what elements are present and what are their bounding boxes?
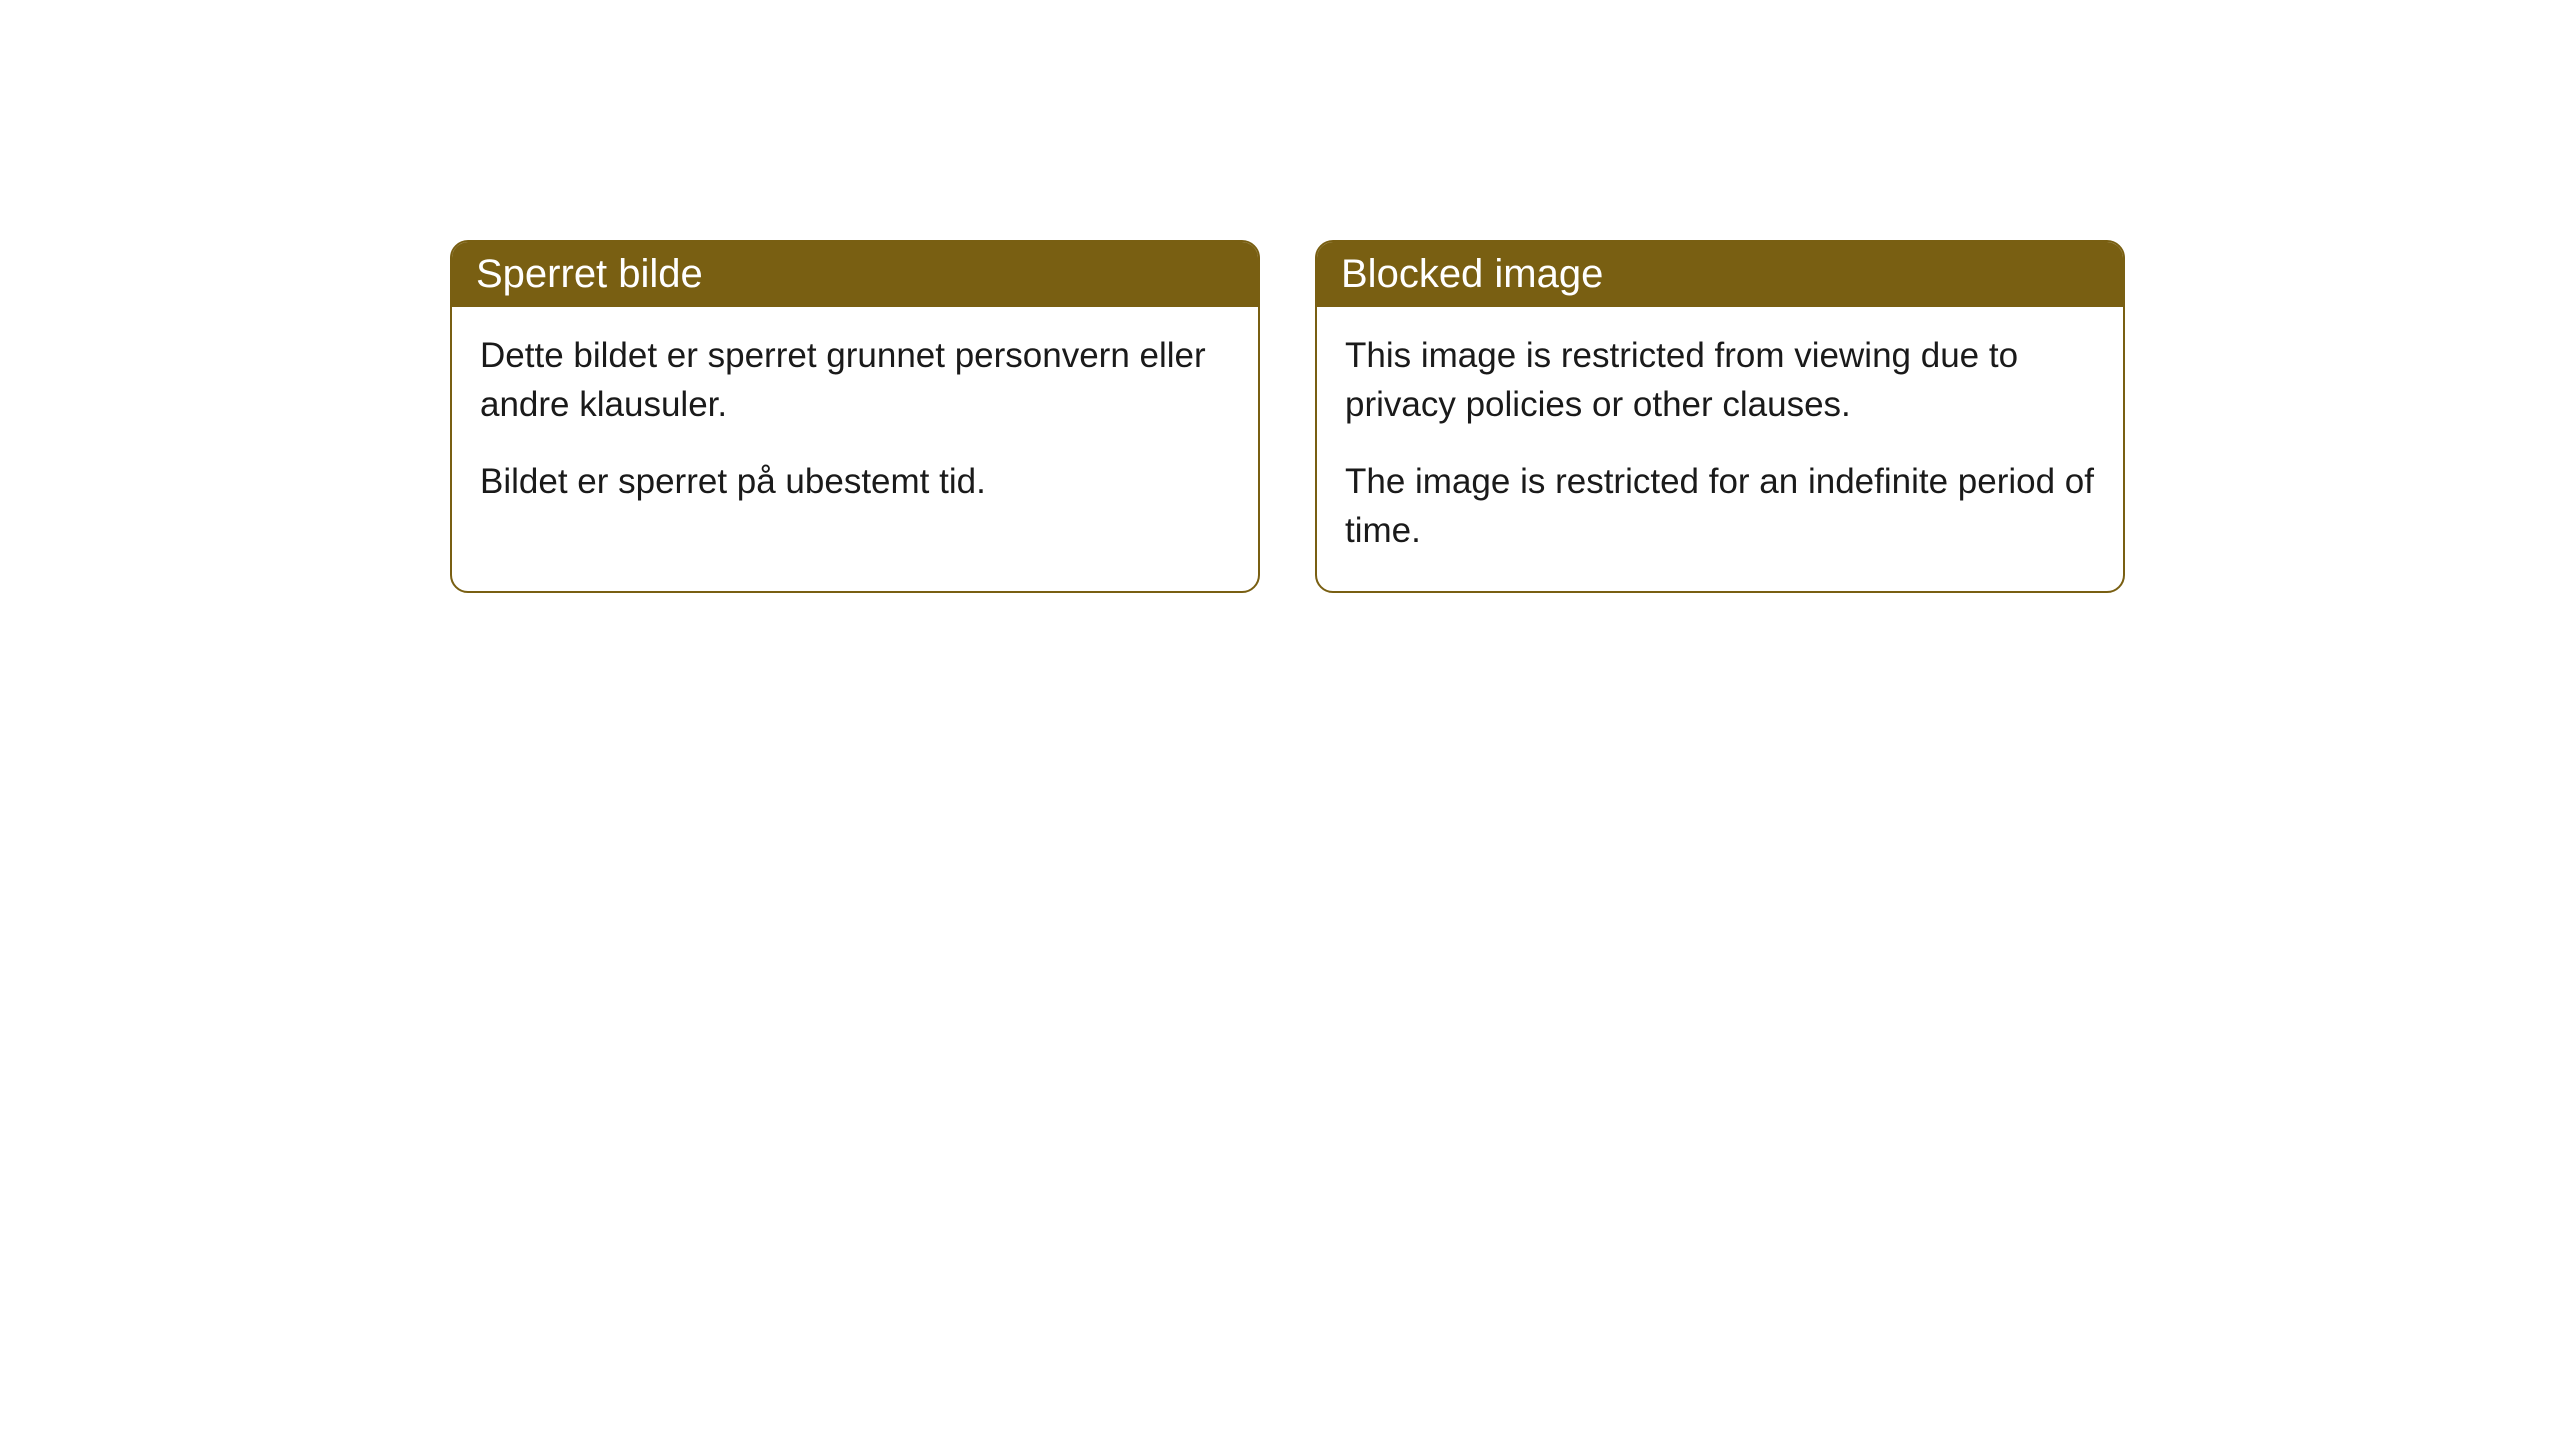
- blocked-image-card-english: Blocked image This image is restricted f…: [1315, 240, 2125, 593]
- card-paragraph: Dette bildet er sperret grunnet personve…: [480, 331, 1230, 429]
- card-body-english: This image is restricted from viewing du…: [1317, 307, 2123, 591]
- card-title: Blocked image: [1341, 252, 1603, 296]
- card-body-norwegian: Dette bildet er sperret grunnet personve…: [452, 307, 1258, 542]
- card-paragraph: This image is restricted from viewing du…: [1345, 331, 2095, 429]
- notice-cards-container: Sperret bilde Dette bildet er sperret gr…: [0, 0, 2560, 593]
- card-title: Sperret bilde: [476, 252, 703, 296]
- card-header-norwegian: Sperret bilde: [452, 242, 1258, 307]
- blocked-image-card-norwegian: Sperret bilde Dette bildet er sperret gr…: [450, 240, 1260, 593]
- card-paragraph: Bildet er sperret på ubestemt tid.: [480, 457, 1230, 506]
- card-header-english: Blocked image: [1317, 242, 2123, 307]
- card-paragraph: The image is restricted for an indefinit…: [1345, 457, 2095, 555]
